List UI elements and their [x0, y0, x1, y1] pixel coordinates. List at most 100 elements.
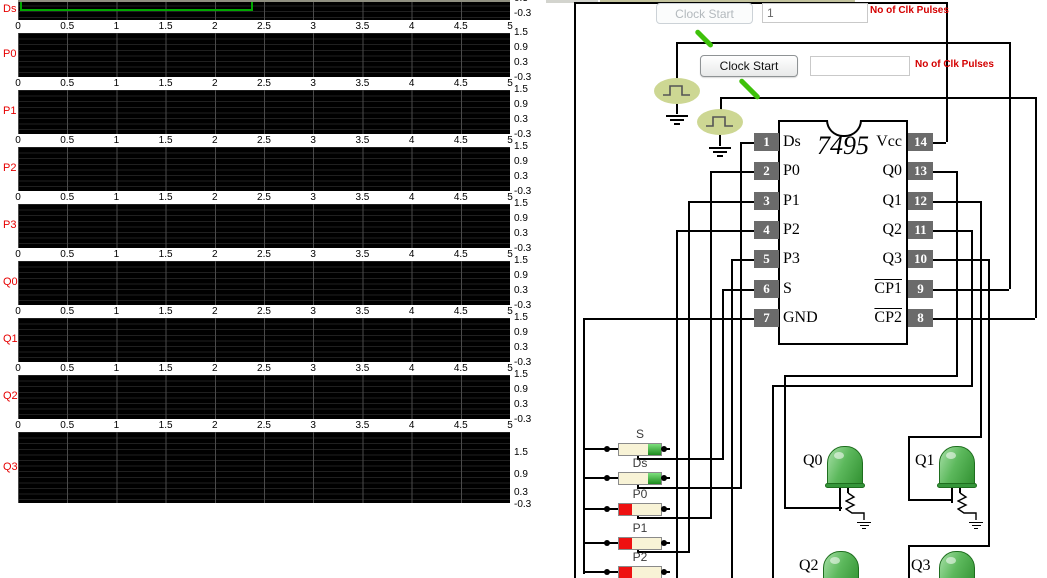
ic-name: 7495: [817, 131, 869, 160]
wire: [784, 375, 786, 507]
wire: [637, 514, 639, 518]
wire: [932, 259, 988, 261]
wire: [988, 259, 990, 545]
wire: [956, 171, 958, 375]
switch-S[interactable]: [618, 443, 662, 456]
wire: [637, 487, 742, 489]
x-tick: 3.5: [355, 192, 370, 203]
ds-trace-low: [20, 9, 253, 11]
chip-pin-7: 7: [754, 309, 779, 327]
pin-label-Q1: Q1: [882, 192, 902, 209]
resistor-icon: [844, 492, 873, 527]
ground-icon: [857, 520, 871, 529]
switch-state-indicator: [619, 538, 632, 549]
switch-P1[interactable]: [618, 537, 662, 550]
led-label-Q1: Q1: [915, 452, 935, 469]
y-tick: 0.3: [514, 0, 544, 4]
x-tick: 0: [15, 420, 21, 431]
x-tick: 3.5: [355, 420, 370, 431]
x-tick: 5: [507, 363, 513, 374]
x-tick: 1: [113, 21, 120, 32]
chip-pin-5: 5: [754, 250, 779, 268]
x-tick: 4: [408, 363, 415, 374]
waveform-scope: Ds00.511.522.533.544.550.3-0.3P000.511.5…: [3, 0, 544, 510]
clk-pulses-input-2[interactable]: [810, 56, 910, 76]
x-tick: 4.5: [453, 420, 468, 431]
x-tick: 4: [408, 420, 415, 431]
wire: [908, 545, 990, 547]
clock1-lever-icon[interactable]: [694, 28, 715, 49]
x-tick: 4: [408, 78, 415, 89]
y-tick: 0.3: [514, 228, 528, 239]
x-tick: 3.5: [355, 249, 370, 260]
y-tick: -0.3: [514, 499, 532, 510]
led-label-Q2: Q2: [799, 557, 819, 574]
signal-label-P2: P2: [3, 162, 17, 174]
ground-icon: [709, 145, 731, 157]
y-tick: 0.3: [514, 171, 528, 182]
pin-label-Q3: Q3: [882, 250, 902, 267]
pulse-generator-icon: [654, 78, 700, 104]
pin-label-CP2: CP2: [874, 309, 902, 326]
wire: [932, 201, 980, 203]
pin-label-P3: P3: [783, 250, 800, 267]
wire: [932, 318, 1035, 320]
switch-terminal-dot: [661, 475, 667, 481]
y-tick: -0.3: [514, 414, 532, 425]
x-tick: 1: [113, 78, 120, 89]
wire: [583, 318, 585, 574]
x-axis-strip: 0 0.5 1 1.5 2 2.5 3 3.5 4 4.5 5: [15, 419, 513, 432]
switch-P2[interactable]: [618, 566, 662, 578]
x-tick: 5: [507, 192, 513, 203]
y-tick: 0.3: [514, 399, 528, 410]
switch-P0[interactable]: [618, 503, 662, 516]
x-tick: 0.5: [60, 78, 75, 89]
chip-pin-12: 12: [908, 192, 933, 210]
x-tick: 0: [15, 135, 21, 146]
x-tick: 2.5: [257, 78, 271, 89]
led-flange: [825, 483, 865, 488]
signal-label-P3: P3: [3, 219, 17, 231]
clk-pulses-annotation-2: No of Clk Pulses: [915, 59, 994, 70]
x-axis-strip: 0 0.5 1 1.5 2 2.5 3 3.5 4 4.5 5: [15, 305, 513, 318]
wire: [722, 289, 756, 291]
x-tick: 1.5: [158, 78, 173, 89]
switch-terminal-dot: [661, 506, 667, 512]
x-tick: 2.5: [257, 363, 271, 374]
signal-label-Q3: Q3: [3, 460, 18, 473]
x-tick: 4.5: [453, 78, 468, 89]
y-tick: -0.3: [514, 129, 532, 140]
x-tick: 4: [408, 21, 415, 32]
scope-panel-P3: [18, 204, 510, 248]
switch-Ds[interactable]: [618, 472, 662, 485]
x-tick: 4.5: [453, 306, 468, 317]
y-tick: -0.3: [514, 300, 532, 311]
x-tick: 1.5: [158, 420, 173, 431]
clock-start-button-1[interactable]: Clock Start: [656, 3, 753, 24]
scope-panel-Q3: [18, 432, 510, 503]
wire: [1009, 42, 1011, 289]
switch-label-P2: P2: [632, 550, 648, 564]
y-tick: 0.9: [514, 327, 528, 338]
wire: [908, 436, 910, 499]
x-tick: 3: [310, 78, 316, 89]
wire: [772, 385, 973, 387]
x-tick: 4.5: [453, 363, 468, 374]
y-tick: 1.5: [514, 255, 528, 266]
wire: [932, 289, 1009, 291]
switch-state-indicator: [619, 567, 632, 578]
clk-pulses-input-1[interactable]: [762, 3, 868, 23]
led-leg: [959, 488, 961, 493]
x-tick: 4: [408, 306, 415, 317]
pin-label-Q2: Q2: [882, 221, 902, 238]
x-tick: 1.5: [158, 135, 173, 146]
clock-start-button-2[interactable]: Clock Start: [700, 55, 798, 77]
x-tick: 3: [310, 363, 316, 374]
y-tick: -0.3: [514, 186, 532, 197]
x-tick: 5: [507, 306, 513, 317]
x-tick: 5: [507, 21, 513, 32]
x-tick: 0: [15, 78, 21, 89]
x-tick: 2: [212, 192, 218, 203]
y-tick: 0.9: [514, 213, 528, 224]
y-tick: 0.3: [514, 487, 528, 498]
